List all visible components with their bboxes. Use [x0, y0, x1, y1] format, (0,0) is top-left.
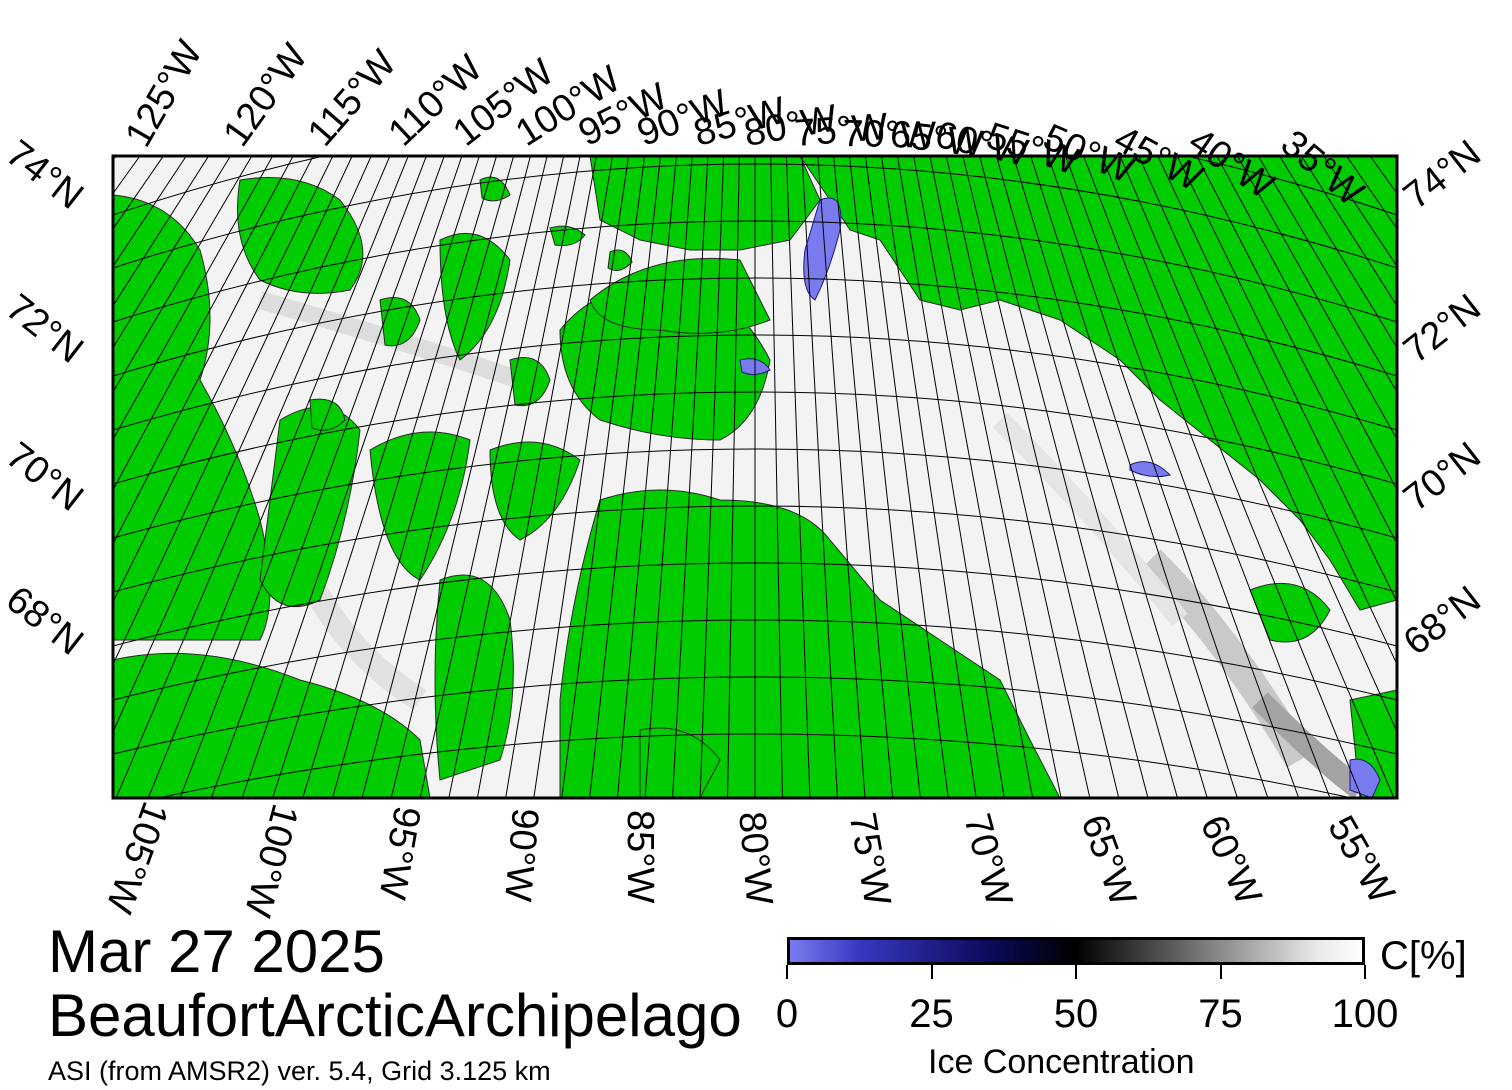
- meridian-line: [476, 156, 597, 798]
- prince-of-wales-island: [489, 441, 581, 541]
- colorbar-tick-mark: [1219, 965, 1222, 979]
- colorbar-tick-mark: [1364, 965, 1366, 979]
- meridian-line: [179, 156, 427, 798]
- graticule-meridians: [113, 156, 1397, 798]
- meridian-line: [727, 156, 740, 798]
- meridian-line: [1047, 156, 1269, 798]
- meridian-line: [770, 156, 783, 798]
- colorbar-tick-label: 0: [775, 992, 799, 1036]
- colorbar-tick-mark: [1075, 965, 1077, 979]
- greenland-south-islands: [1249, 582, 1331, 643]
- cornwallis-island: [509, 357, 551, 407]
- meridian-line: [699, 156, 725, 798]
- meridian-line: [1065, 156, 1300, 798]
- meridian-line: [616, 156, 677, 798]
- meridian-line: [896, 156, 1005, 798]
- greenland: [799, 156, 1397, 611]
- meridian-line: [785, 156, 811, 798]
- meridian-line: [332, 156, 515, 798]
- meridian-line: [210, 156, 445, 798]
- meridian-line: [801, 156, 838, 798]
- meridian-line: [864, 156, 949, 798]
- meridian-line: [1119, 156, 1395, 798]
- southampton-island: [639, 727, 721, 798]
- meridian-line: [962, 156, 1120, 798]
- colorbar-tick-label: 25: [909, 992, 954, 1036]
- region-label: BeaufortArcticArchipelago: [48, 982, 742, 1049]
- ice-concentration-colorbar: [787, 937, 1365, 965]
- meridian-line: [533, 156, 630, 798]
- meridian-line: [390, 156, 548, 798]
- meridian-line: [817, 156, 866, 798]
- meridian-line: [272, 156, 480, 798]
- devon-island: [589, 257, 771, 334]
- meridian-line: [302, 156, 498, 798]
- bottom-longitude-label: 80°W: [730, 809, 781, 907]
- colorbar-unit: C[%]: [1380, 934, 1467, 978]
- date-label: Mar 27 2025: [48, 918, 385, 985]
- meridian-line: [913, 156, 1034, 798]
- meridian-line: [115, 156, 391, 798]
- meridian-line: [505, 156, 614, 798]
- meridian-line: [1138, 156, 1397, 734]
- colorbar-tick-mark: [930, 965, 933, 979]
- meridian-line: [241, 156, 463, 798]
- bottom-longitude-label: 90°W: [496, 806, 546, 904]
- meridian-line: [361, 156, 531, 798]
- melville-area: [237, 177, 364, 294]
- meridian-line: [147, 156, 409, 798]
- meridian-line: [979, 156, 1149, 798]
- meridian-line: [880, 156, 977, 798]
- colorbar-title: Ice Concentration: [928, 1043, 1195, 1081]
- colorbar-tick-label: 50: [1053, 992, 1099, 1036]
- meridian-line: [1012, 156, 1208, 798]
- meridian-line: [113, 156, 334, 603]
- meridian-line: [945, 156, 1091, 798]
- meridian-line: [113, 156, 372, 734]
- meridian-line: [561, 156, 646, 798]
- meridian-line: [995, 156, 1178, 798]
- product-label: ASI (from AMSR2) ver. 5.4, Grid 3.125 km: [48, 1056, 551, 1086]
- meridian-line: [672, 156, 709, 798]
- meridian-line: [1083, 156, 1331, 798]
- meridian-line: [849, 156, 921, 798]
- boothia-peninsula: [434, 574, 514, 781]
- meridian-line: [644, 156, 693, 798]
- meridian-line: [833, 156, 894, 798]
- meridian-line: [1030, 156, 1238, 798]
- colorbar-tick-label: 75: [1198, 992, 1243, 1036]
- meridian-line: [1157, 156, 1397, 666]
- colorbar-tick-mark: [786, 965, 788, 979]
- meridian-line: [113, 156, 353, 666]
- meridian-line: [419, 156, 565, 798]
- bottom-longitude-label: 85°W: [619, 810, 661, 904]
- meridian-line: [589, 156, 661, 798]
- meridian-line: [1101, 156, 1363, 798]
- meridian-line: [929, 156, 1062, 798]
- meridian-line: [1176, 156, 1397, 603]
- map-frame: [111, 154, 1399, 800]
- colorbar-tick-label: 100: [1331, 992, 1399, 1036]
- meridian-line: [448, 156, 581, 798]
